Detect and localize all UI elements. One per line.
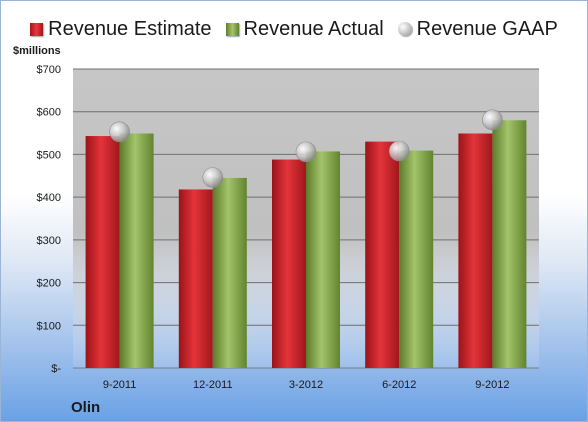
y-tick-label: $100 [37,320,61,332]
bar-revenue-estimate [178,189,213,368]
bar-revenue-actual [399,150,434,368]
x-tick-label: 9-2012 [475,379,509,391]
bar-revenue-estimate [272,159,306,368]
bar-revenue-actual [212,177,247,368]
marker-revenue-gaap [295,141,317,163]
x-tick-label: 3-2012 [289,379,323,391]
bar-revenue-estimate [85,136,120,368]
legend-label-revenue-gaap: Revenue GAAP [416,17,558,40]
bar-revenue-actual [119,133,154,368]
y-tick-label: $200 [37,278,61,290]
marker-revenue-gaap [202,167,224,188]
legend-swatch-revenue-actual [225,22,239,36]
marker-revenue-gaap [109,121,130,143]
x-tick-label: 6-2012 [382,379,416,391]
y-tick-label: $300 [37,235,61,247]
marker-revenue-gaap [482,109,503,131]
gaap-markers [109,109,503,188]
bar-revenue-estimate [365,141,400,368]
bar-revenue-estimate [458,133,493,368]
x-tick-label: 12-2011 [193,379,233,391]
bar-revenue-actual [492,120,527,368]
y-tick-label: $- [51,363,61,375]
legend-item-revenue-gaap: Revenue GAAP [397,17,558,41]
y-tick-label: $700 [37,64,61,76]
x-tick-label: 9-2011 [103,379,136,391]
chart-legend: Revenue Estimate Revenue Actual Revenue … [1,16,587,42]
legend-item-revenue-estimate: Revenue Estimate [30,17,212,41]
y-axis-ticks: $- $100 $200 $300 $400 $500 $600 $700 [37,64,62,375]
y-axis-unit-label: $millions [13,45,61,57]
legend-swatch-revenue-gaap [397,22,412,36]
marker-revenue-gaap [388,140,410,162]
bars [85,120,527,368]
legend-label-revenue-actual: Revenue Actual [243,17,384,40]
y-tick-label: $500 [37,149,61,161]
x-axis-ticks: 9-2011 12-2011 3-2012 6-2012 9-2012 [103,379,510,391]
company-name: Olin [71,399,101,416]
legend-item-revenue-actual: Revenue Actual [225,17,384,41]
y-tick-label: $600 [37,107,61,119]
legend-label-revenue-estimate: Revenue Estimate [48,17,212,40]
legend-swatch-revenue-estimate [30,22,44,36]
bar-revenue-actual [306,151,340,368]
y-tick-label: $400 [37,192,61,204]
